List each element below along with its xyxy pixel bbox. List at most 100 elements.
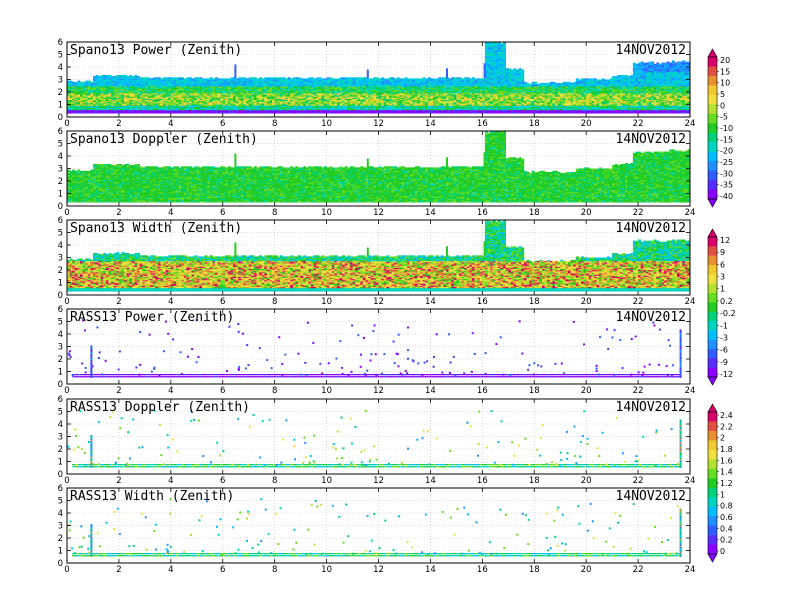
data-cell — [199, 100, 202, 101]
data-cell — [116, 91, 119, 92]
data-cell — [420, 95, 423, 96]
data-cell — [254, 77, 257, 78]
data-cell — [464, 95, 467, 96]
data-cell — [280, 86, 283, 87]
data-cell — [233, 82, 236, 83]
data-cell — [280, 104, 283, 105]
data-cell — [96, 75, 99, 76]
data-cell — [306, 86, 309, 87]
data-cell — [368, 100, 371, 101]
data-cell — [319, 109, 322, 110]
data-cell — [231, 95, 234, 96]
data-cell — [469, 95, 472, 96]
data-cell — [88, 86, 91, 87]
data-cell — [355, 82, 358, 83]
data-cell — [329, 82, 332, 83]
data-cell — [454, 100, 457, 101]
data-cell — [267, 82, 270, 83]
data-cell — [173, 91, 176, 92]
data-cell — [181, 109, 184, 110]
data-cell — [397, 86, 400, 87]
data-cell — [295, 82, 298, 83]
data-cell — [399, 86, 402, 87]
data-cell — [288, 82, 291, 83]
data-cell — [212, 100, 215, 101]
data-cell — [262, 91, 265, 92]
data-cell — [436, 100, 439, 101]
data-cell — [340, 100, 343, 101]
data-cell — [127, 100, 130, 101]
data-cell — [329, 77, 332, 78]
data-cell — [72, 86, 75, 87]
data-cell — [394, 91, 397, 92]
data-cell — [293, 91, 296, 92]
data-cell — [114, 76, 117, 77]
data-cell — [114, 104, 117, 105]
data-cell — [394, 100, 397, 101]
data-cell — [280, 91, 283, 92]
data-cell — [142, 91, 145, 92]
data-cell — [360, 91, 363, 92]
data-cell — [443, 95, 446, 96]
data-cell — [303, 86, 306, 87]
data-cell — [189, 104, 192, 105]
data-cell — [397, 104, 400, 105]
data-cell — [202, 78, 205, 79]
data-cell — [321, 100, 324, 101]
data-cell — [246, 91, 249, 92]
data-cell — [96, 100, 99, 101]
data-cell — [93, 86, 96, 87]
data-cell — [111, 76, 114, 77]
data-cell — [428, 91, 431, 92]
data-cell — [423, 91, 426, 92]
data-cell — [412, 100, 415, 101]
data-cell — [202, 82, 205, 83]
data-cell — [314, 95, 317, 96]
data-cell — [158, 95, 161, 96]
data-cell — [433, 78, 436, 79]
data-cell — [202, 100, 205, 101]
data-cell — [436, 91, 439, 92]
data-cell — [205, 91, 208, 92]
data-cell — [197, 104, 200, 105]
data-cell — [184, 95, 187, 96]
data-cell — [425, 109, 428, 110]
data-cell — [155, 86, 158, 87]
data-cell — [389, 82, 392, 83]
data-cell — [231, 77, 234, 78]
data-cell — [197, 82, 200, 83]
data-cell — [257, 100, 260, 101]
data-cell — [205, 86, 208, 87]
data-cell — [366, 82, 369, 83]
data-cell — [353, 86, 356, 87]
data-cell — [176, 91, 179, 92]
data-cell — [314, 91, 317, 92]
data-cell — [420, 78, 423, 79]
data-cell — [241, 100, 244, 101]
data-cell — [462, 100, 465, 101]
data-cell — [319, 95, 322, 96]
data-cell — [166, 109, 169, 110]
data-cell — [96, 77, 99, 78]
data-cell — [101, 95, 104, 96]
data-cell — [392, 100, 395, 101]
data-cell — [197, 86, 200, 87]
data-cell — [202, 91, 205, 92]
data-cell — [236, 82, 239, 83]
data-cell — [436, 95, 439, 96]
data-cell — [212, 78, 215, 79]
data-cell — [358, 77, 361, 78]
data-cell — [405, 77, 408, 78]
data-cell — [456, 77, 459, 78]
data-cell — [324, 82, 327, 83]
data-cell — [153, 82, 156, 83]
data-cell — [469, 82, 472, 83]
data-cell — [225, 100, 228, 101]
data-cell — [186, 104, 189, 105]
data-cell — [254, 91, 257, 92]
data-cell — [285, 95, 288, 96]
data-cell — [405, 100, 408, 101]
data-cell — [223, 95, 226, 96]
data-cell — [257, 109, 260, 110]
data-cell — [238, 104, 241, 105]
